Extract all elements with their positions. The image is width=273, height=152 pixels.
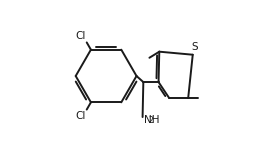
Text: Cl: Cl bbox=[76, 111, 86, 121]
Text: S: S bbox=[191, 42, 198, 52]
Text: 2: 2 bbox=[149, 116, 154, 125]
Text: NH: NH bbox=[144, 115, 159, 125]
Text: Cl: Cl bbox=[76, 31, 86, 41]
